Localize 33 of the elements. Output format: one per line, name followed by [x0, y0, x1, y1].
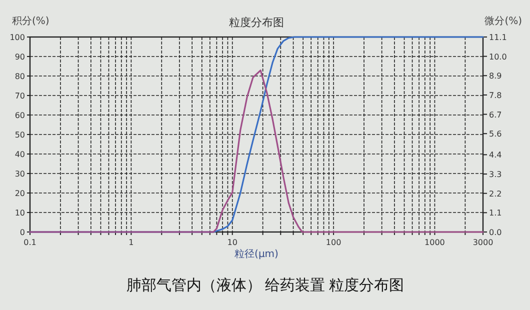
- y-tick-label: 70: [14, 92, 25, 100]
- x-tick-label: 1: [128, 238, 134, 247]
- y-tick-label: 60: [14, 111, 25, 120]
- x-tick-label: 3000: [472, 238, 494, 247]
- chart-title: 粒度分布图: [229, 16, 284, 29]
- y-tick-label: 10: [14, 208, 25, 218]
- x-tick-label: 10: [227, 238, 238, 247]
- text: 肺部气管内（液体） 给药装置 粒度分布图: [126, 277, 404, 294]
- y2-tick-label: 2.2: [489, 189, 502, 198]
- y2-tick-label: 3.3: [489, 170, 502, 180]
- x-tick-label: 0.1: [24, 238, 36, 247]
- y2-tick-label: 5.6: [489, 130, 502, 139]
- y2-tick-label: 4.4: [489, 150, 502, 160]
- x-tick-label: 100: [326, 238, 342, 247]
- y-tick-label: 40: [14, 150, 25, 159]
- y2-tick-label: 1.1: [489, 208, 502, 218]
- y2-tick-label: 10.0: [489, 52, 507, 62]
- y2-tick-label: 11.1: [489, 33, 507, 42]
- y-tick-label: 0: [20, 228, 25, 237]
- y2-tick-label: 0.0: [489, 228, 502, 237]
- y-tick-label: 100: [10, 33, 25, 42]
- y-tick-label: 30: [14, 170, 25, 178]
- y-tick-label: 50: [14, 130, 25, 140]
- y2-tick-label: 7.8: [489, 90, 502, 100]
- y-axis-title: 积分(%): [12, 15, 50, 27]
- y-tick-label: 80: [14, 72, 25, 81]
- y-tick-label: 90: [14, 52, 25, 62]
- x-axis-title: 粒径(μm): [234, 249, 279, 260]
- y2-tick-label: 8.9: [489, 72, 502, 81]
- y-tick-label: 20: [14, 189, 25, 198]
- y2-tick-label: 6.7: [489, 110, 502, 120]
- x-tick-label: 1000: [424, 238, 445, 247]
- y2-axis-title: 微分(%): [484, 15, 522, 27]
